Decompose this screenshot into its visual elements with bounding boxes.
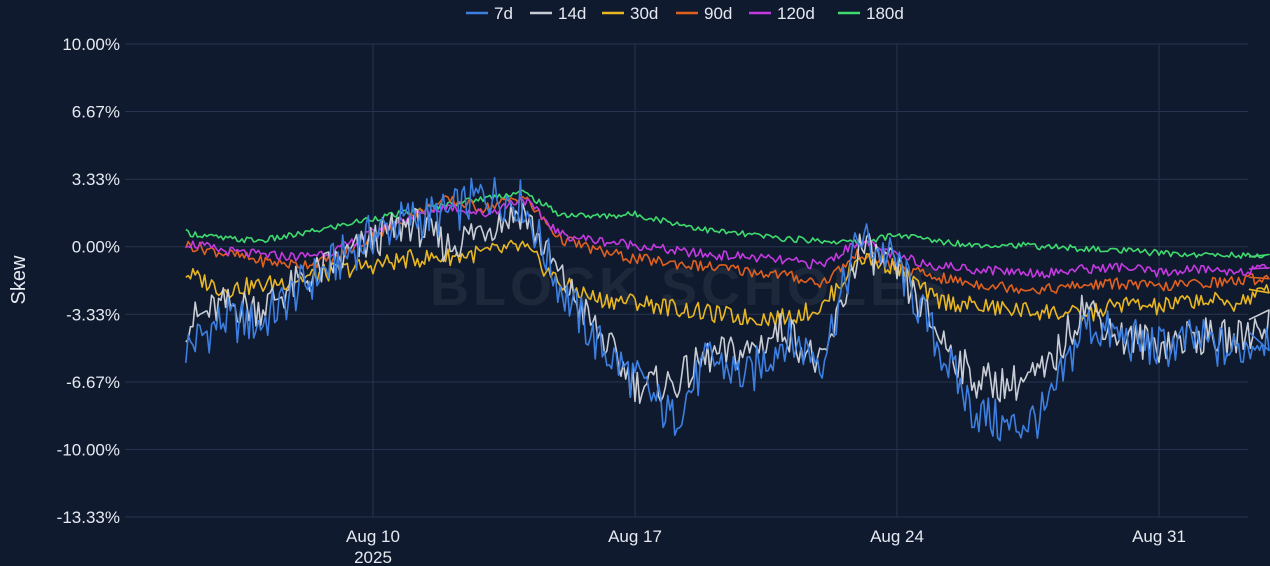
legend-label-120d: 120d — [777, 4, 815, 23]
series-line-30d — [185, 239, 1270, 328]
legend-label-14d: 14d — [558, 4, 586, 23]
x-tick-label: Aug 24 — [870, 527, 924, 546]
y-tick-label: -10.00% — [57, 440, 120, 459]
legend-label-90d: 90d — [704, 4, 732, 23]
series-line-120d — [185, 197, 1270, 279]
legend: 7d 14d 30d 90d 120d 180d — [466, 4, 904, 23]
watermark: BLOCK SCHOLES — [430, 257, 950, 317]
series-line-90d — [185, 195, 1270, 295]
x-tick-sublabel: 2025 — [354, 548, 392, 566]
legend-label-180d: 180d — [866, 4, 904, 23]
x-tick-label: Aug 31 — [1132, 527, 1186, 546]
y-tick-label: 10.00% — [62, 35, 120, 54]
series-lines — [185, 177, 1270, 442]
series-line-7d — [185, 177, 1270, 442]
y-tick-label: -3.33% — [66, 305, 120, 324]
legend-label-30d: 30d — [630, 4, 658, 23]
x-axis-ticks: Aug 10 2025 Aug 17 Aug 24 Aug 31 — [346, 527, 1186, 566]
legend-label-7d: 7d — [494, 4, 513, 23]
y-tick-label: 3.33% — [72, 170, 120, 189]
y-axis-ticks: 10.00% 6.67% 3.33% 0.00% -3.33% -6.67% -10.00%… — [57, 35, 120, 527]
y-axis-title: Skew — [8, 255, 30, 304]
y-tick-label: -6.67% — [66, 373, 120, 392]
x-tick-label: Aug 10 — [346, 527, 400, 546]
x-tick-label: Aug 17 — [608, 527, 662, 546]
y-tick-label: -13.33% — [57, 508, 120, 527]
series-line-14d — [185, 203, 1270, 405]
grid — [125, 43, 1248, 518]
y-tick-label: 6.67% — [72, 103, 120, 122]
series-line-180d — [185, 189, 1270, 260]
y-tick-label: 0.00% — [72, 238, 120, 257]
